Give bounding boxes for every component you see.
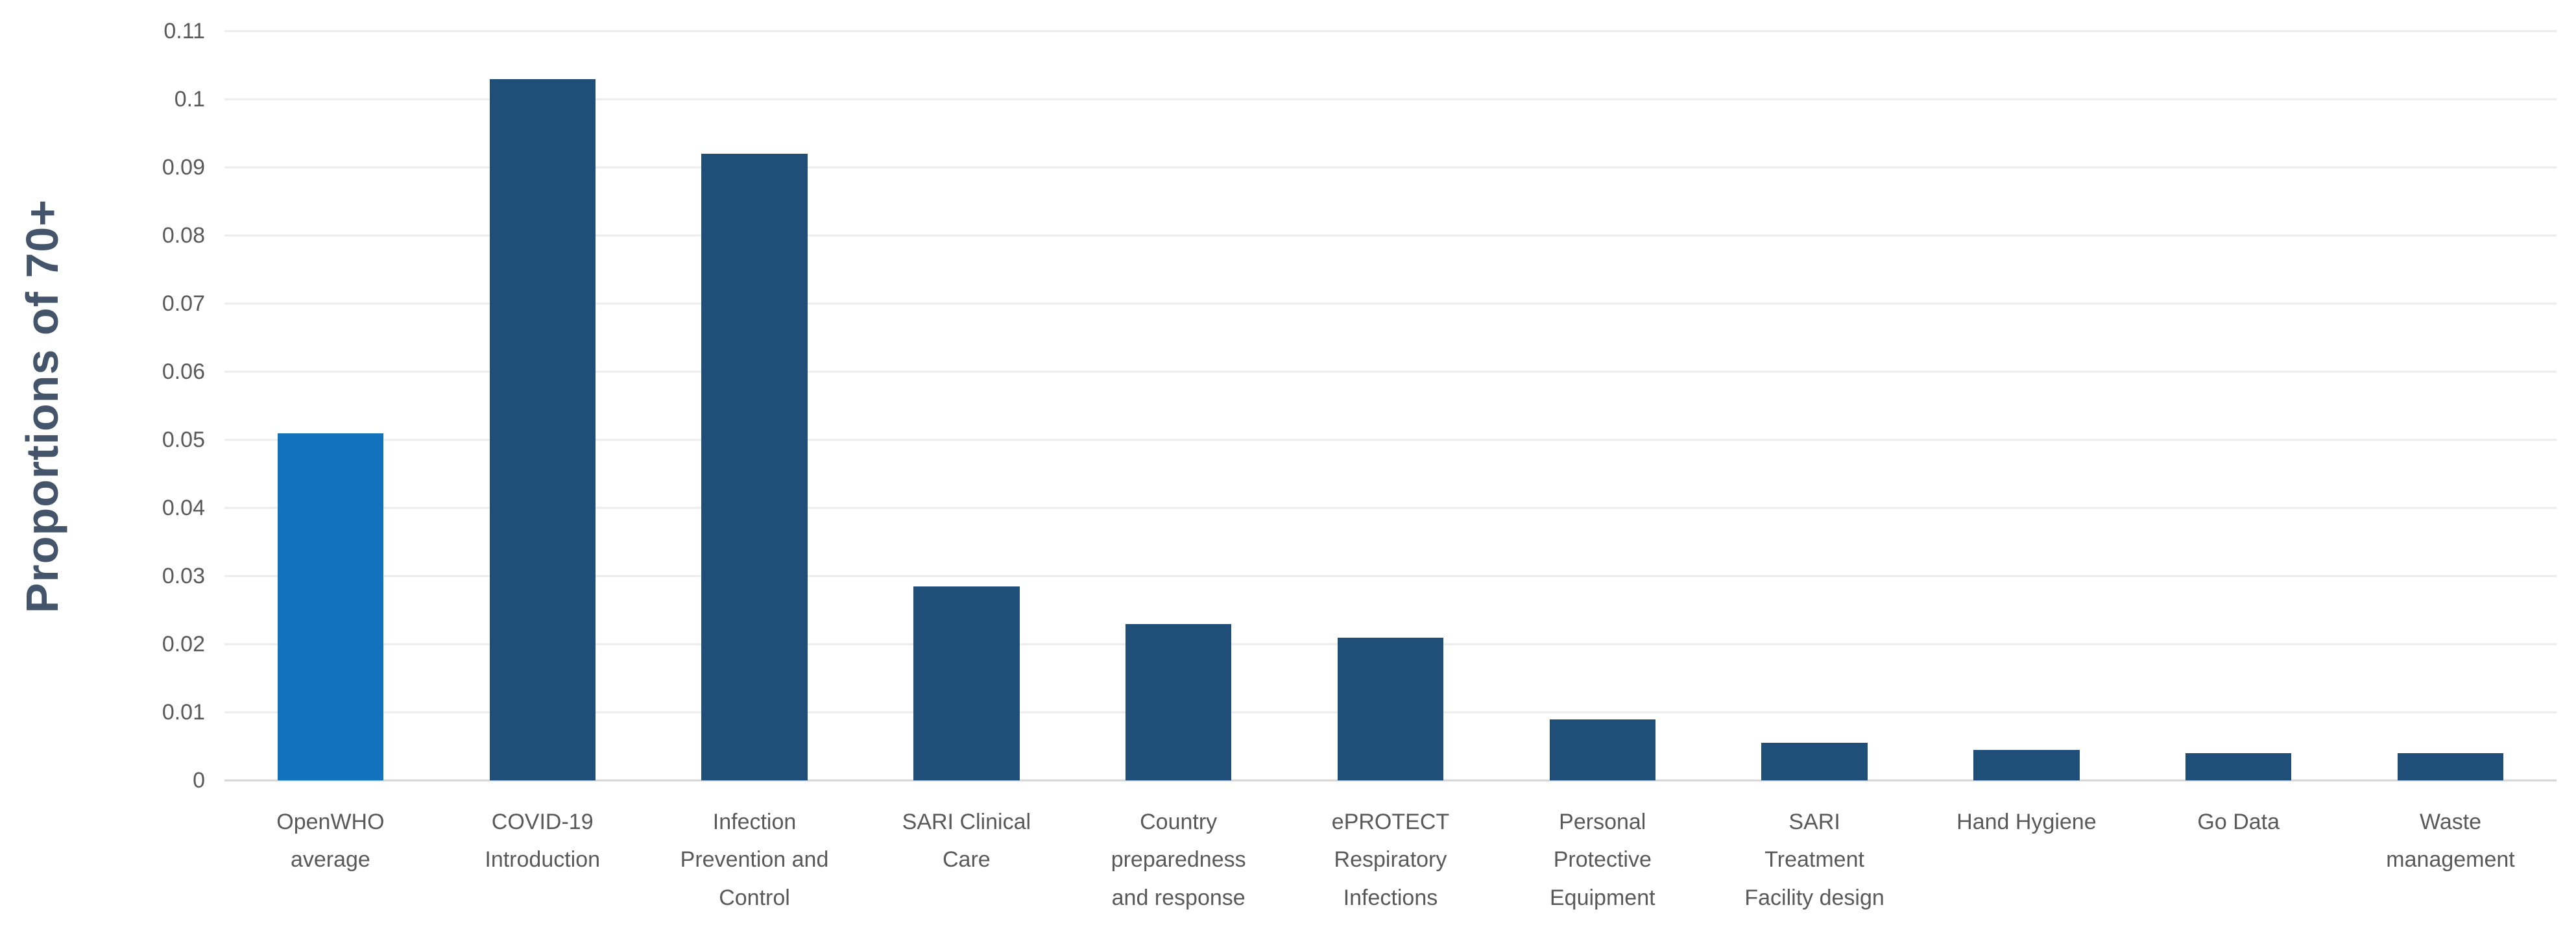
bar-slot-sari-clinical-care	[860, 31, 1072, 780]
gridline-0.09	[224, 166, 2557, 169]
gridline-0.04	[224, 507, 2557, 509]
gridline-0.1	[224, 98, 2557, 101]
y-tick-label-0.06: 0.06	[162, 359, 205, 384]
y-axis-title: Proportions of 70+	[17, 199, 67, 613]
plot-area	[224, 30, 2557, 782]
gridline-0.06	[224, 370, 2557, 373]
bar-slot-covid-19-introduction	[437, 31, 649, 780]
bar-country-preparedness-and-response	[1125, 623, 1232, 780]
bar-sari-clinical-care	[913, 586, 1020, 780]
y-tick-label-0.03: 0.03	[162, 564, 205, 588]
x-label-hand-hygiene: Hand Hygiene	[1956, 810, 2097, 834]
y-tick-label-0.05: 0.05	[162, 428, 205, 452]
y-tick-label-0.1: 0.1	[174, 87, 205, 112]
bar-slot-infection-prevention-and-control	[649, 31, 861, 780]
bar-hand-hygiene	[1973, 749, 2080, 780]
bar-slot-go-data	[2132, 31, 2344, 780]
gridline-0.05	[224, 439, 2557, 441]
y-tick-label-0.04: 0.04	[162, 496, 205, 520]
bar-slot-personal-protective-equipment	[1497, 31, 1709, 780]
x-label-country-preparedness-and-response: Country preparedness and response	[1111, 810, 1246, 910]
y-tick-label-0.02: 0.02	[162, 632, 205, 657]
bar-slot-openwho-average	[224, 31, 437, 780]
y-tick-label-0.11: 0.11	[163, 19, 205, 43]
bar-slot-sari-treatment-facility-design	[1709, 31, 1921, 780]
bar-slot-waste-management	[2344, 31, 2557, 780]
x-label-waste-management: Waste management	[2386, 810, 2515, 873]
x-label-infection-prevention-and-control: Infection Prevention and Control	[680, 810, 829, 910]
y-tick-label-0.01: 0.01	[162, 700, 205, 725]
bar-go-data	[2185, 753, 2292, 780]
y-axis-ticks: 0 0.01 0.02 0.03 0.04 0.05 0.06 0.07 0.08 0.09 0.1…	[75, 20, 205, 791]
bar-covid-19-introduction	[489, 78, 596, 780]
y-tick-label-0.09: 0.09	[162, 155, 205, 180]
y-tick-label-0.07: 0.07	[162, 291, 205, 316]
bar-infection-prevention-and-control	[701, 154, 808, 780]
x-label-personal-protective-equipment: Personal Protective Equipment	[1550, 810, 1655, 910]
x-axis-line	[224, 779, 2557, 782]
x-label-sari-clinical-care: SARI Clinical Care	[902, 810, 1031, 873]
bars-row	[224, 31, 2557, 780]
y-tick-label-0.08: 0.08	[162, 223, 205, 248]
gridline-0.03	[224, 575, 2557, 577]
bar-personal-protective-equipment	[1549, 719, 1655, 780]
bar-sari-treatment-facility-design	[1761, 743, 1868, 780]
bar-openwho-average	[277, 433, 384, 780]
gridline-0.07	[224, 302, 2557, 305]
bar-slot-country-preparedness-and-response	[1072, 31, 1284, 780]
bar-slot-eprotect-respiratory-infections	[1284, 31, 1497, 780]
x-label-eprotect-respiratory-infections: ePROTECT Respiratory Infections	[1331, 810, 1450, 910]
x-axis-labels: OpenWHO average COVID-19 Introduction Infe…	[224, 803, 2557, 917]
gridline-0.08	[224, 234, 2557, 237]
y-tick-label-0: 0	[193, 768, 205, 793]
x-label-openwho-average: OpenWHO average	[276, 810, 385, 873]
gridline-0.11	[224, 30, 2557, 32]
bar-eprotect-respiratory-infections	[1337, 637, 1444, 780]
x-label-covid-19-introduction: COVID-19 Introduction	[485, 810, 601, 873]
bar-waste-management	[2397, 753, 2504, 780]
x-label-go-data: Go Data	[2197, 810, 2280, 834]
x-label-sari-treatment-facility-design: SARI Treatment Facility design	[1744, 810, 1884, 910]
y-axis-title-container: Proportions of 70+	[0, 31, 84, 780]
bar-slot-hand-hygiene	[1921, 31, 2133, 780]
